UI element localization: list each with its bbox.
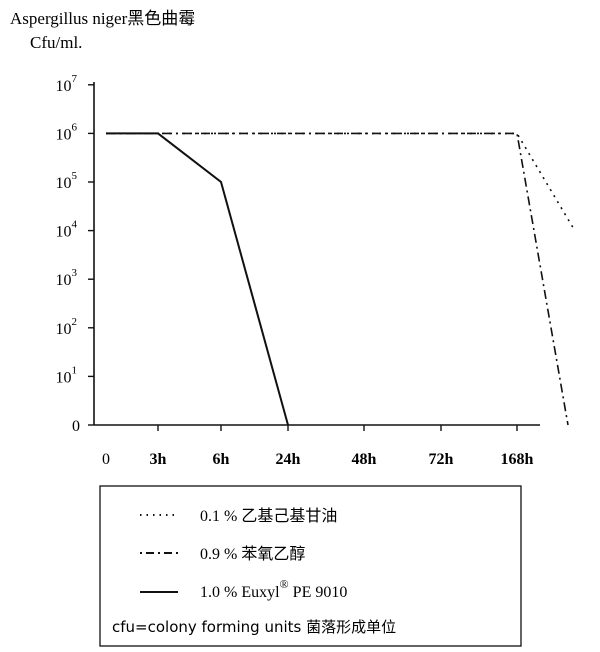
x-tick-label: 6h [213, 451, 230, 468]
y-tick-base: 10 [56, 175, 72, 192]
x-tick-label: 72h [429, 451, 454, 468]
y-tick-base: 10 [56, 126, 72, 143]
x-ticks: 0 3h 6h 24h 48h 72h 168h [102, 425, 534, 468]
y-tick-label: 102 [56, 316, 78, 338]
legend-label-3-sup: ® [280, 577, 289, 591]
legend-footnote: cfu=colony forming units 菌落形成单位 [112, 618, 396, 636]
y-tick-base: 0 [72, 418, 80, 435]
y-tick-exp: 1 [72, 364, 78, 376]
y-tick-base: 10 [56, 272, 72, 289]
legend-box [99, 485, 522, 647]
legend: 0.1 % 乙基己基甘油 0.9 % 苯氧乙醇 1.0 % Euxyl® PE … [99, 485, 522, 647]
x-tick-label: 3h [150, 451, 167, 468]
y-tick-base: 10 [56, 369, 72, 386]
y-tick-exp: 3 [72, 267, 78, 279]
y-tick-label: 107 [56, 73, 78, 95]
series-lines [106, 132, 576, 426]
y-axis-label: Cfu/ml. [30, 33, 82, 52]
y-tick-label: 105 [56, 170, 78, 192]
series-line-dashdot [106, 132, 569, 426]
y-tick-label: 104 [56, 219, 78, 241]
x-tick-label: 48h [352, 451, 377, 468]
y-tick-label: 0 [72, 418, 80, 435]
legend-label-3: 1.0 % Euxyl® PE 9010 [200, 577, 347, 601]
legend-label-1: 0.1 % 乙基己基甘油 [200, 507, 337, 525]
x-tick-label: 0 [102, 451, 110, 468]
x-tick-label: 168h [501, 451, 534, 468]
y-tick-base: 10 [56, 78, 72, 95]
x-tick-label: 24h [276, 451, 301, 468]
legend-label-2: 0.9 % 苯氧乙醇 [200, 545, 305, 563]
y-tick-label: 101 [56, 364, 78, 386]
y-tick-exp: 7 [72, 73, 78, 85]
legend-label-3-after: PE 9010 [289, 584, 348, 601]
chart-title: Aspergillus niger黑色曲霉 [10, 9, 195, 28]
y-tick-label: 103 [56, 267, 78, 289]
y-tick-exp: 6 [72, 121, 78, 133]
series-line-solid [106, 132, 289, 426]
y-tick-exp: 4 [72, 219, 78, 231]
y-tick-base: 10 [56, 321, 72, 338]
y-tick-label: 106 [56, 121, 78, 143]
axes [93, 82, 540, 426]
y-tick-base: 10 [56, 224, 72, 241]
y-tick-exp: 5 [72, 170, 78, 182]
y-tick-exp: 2 [72, 316, 78, 328]
legend-label-3-main: 1.0 % Euxyl [200, 584, 280, 601]
